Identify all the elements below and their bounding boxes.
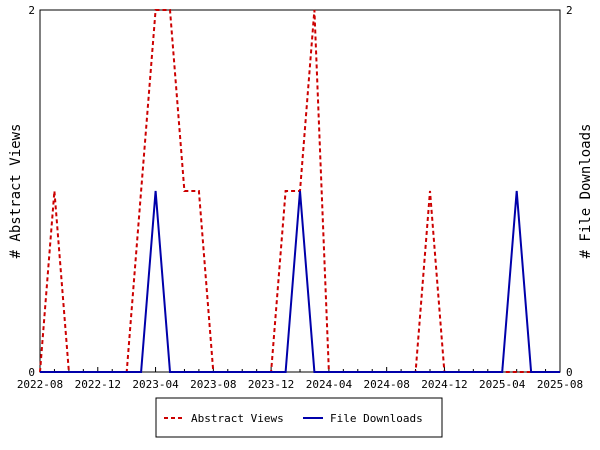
y-tick-right-2: 2 xyxy=(566,4,573,17)
series-line-file-downloads xyxy=(40,190,560,373)
y-tick-left-2: 2 xyxy=(28,4,35,17)
x-tick-label: 2022-12 xyxy=(75,378,121,391)
y-axis-title-left: # Abstract Views xyxy=(8,124,24,259)
y-tick-right-0: 0 xyxy=(566,366,573,379)
x-axis: 2022-08 2022-12 2023-04 2023-08 2023-12 2024-… xyxy=(17,367,583,391)
x-tick-label: 2024-12 xyxy=(421,378,467,391)
legend-box xyxy=(155,397,443,438)
legend: Abstract Views File Downloads xyxy=(155,397,443,438)
y-tick-left-0: 0 xyxy=(28,366,35,379)
x-tick-label: 2022-08 xyxy=(17,378,63,391)
legend-label-abstract-views: Abstract Views xyxy=(191,412,284,425)
series-lines xyxy=(39,9,560,373)
x-tick-label: 2025-08 xyxy=(537,378,583,391)
y-axis-title-right: # File Downloads xyxy=(578,124,594,259)
x-tick-label: 2024-08 xyxy=(363,378,409,391)
x-tick-label: 2023-08 xyxy=(190,378,236,391)
legend-label-file-downloads: File Downloads xyxy=(330,412,423,425)
x-tick-label: 2024-04 xyxy=(306,378,353,391)
x-tick-label: 2023-04 xyxy=(132,378,179,391)
x-tick-label: 2023-12 xyxy=(248,378,294,391)
x-tick-label: 2025-04 xyxy=(479,378,526,391)
